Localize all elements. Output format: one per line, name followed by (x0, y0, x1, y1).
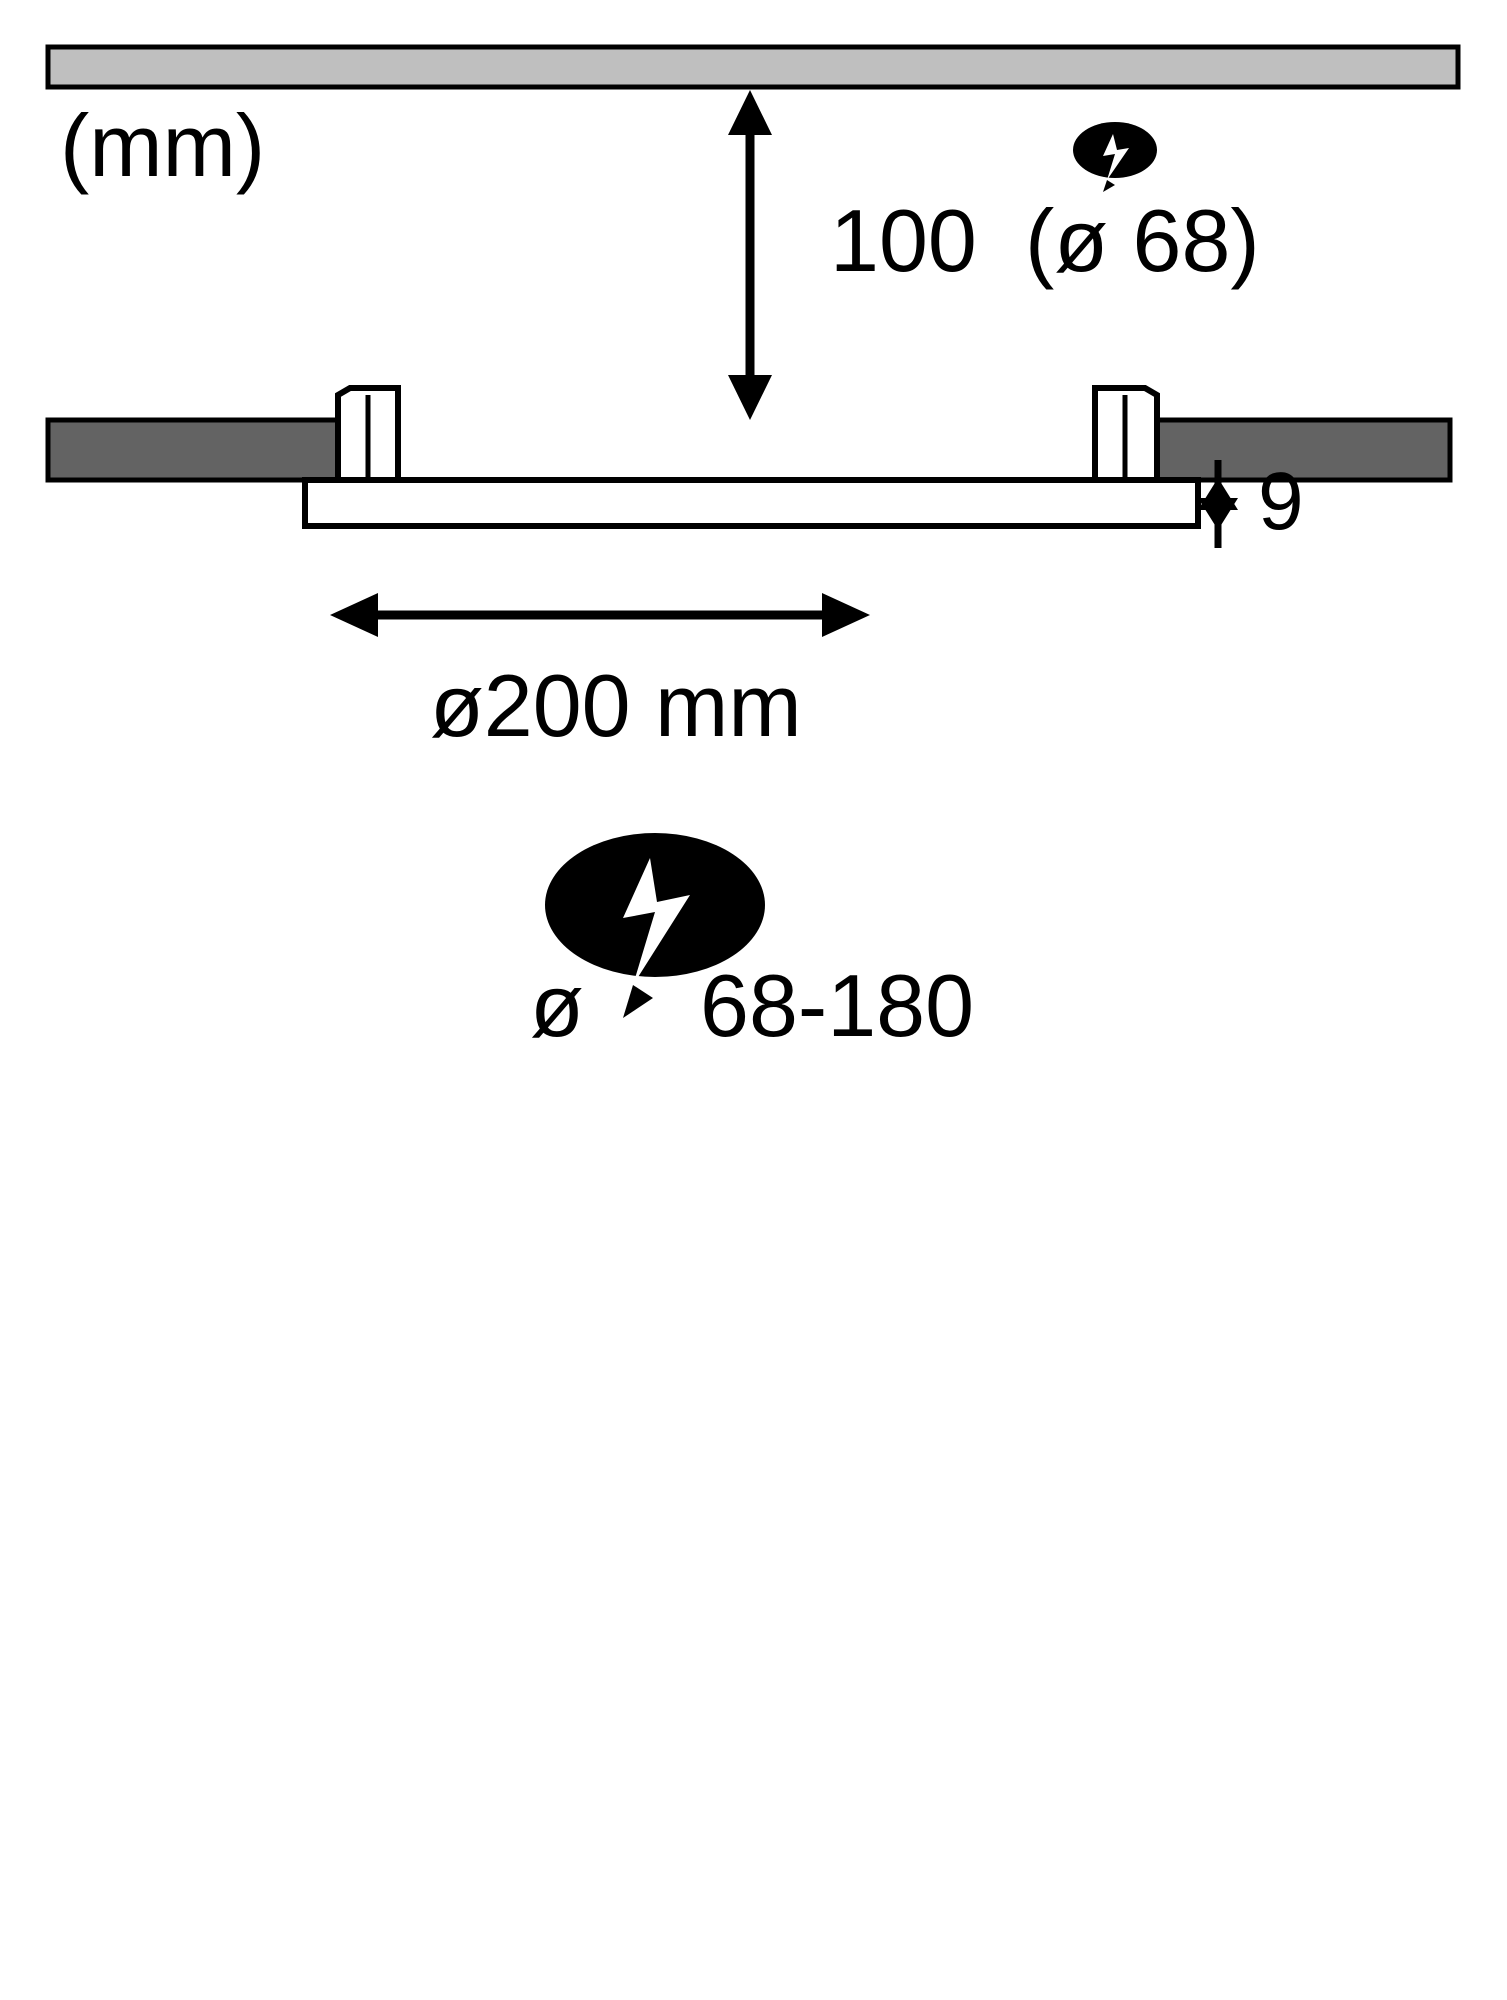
diagram-canvas: (mm) 100 (ø 68) 9 ø200 mm ø 68-180 (0, 0, 1507, 2000)
cutout-range-label: 68-180 (700, 955, 974, 1057)
recess-depth-label: 100 (830, 190, 977, 292)
depth-arrow (728, 90, 772, 420)
mount-left (48, 420, 338, 480)
drill-icon-small (1073, 122, 1157, 192)
units-label: (mm) (60, 95, 265, 197)
transformer-diameter-label: (ø 68) (1025, 190, 1260, 292)
fixture-thickness-label: 9 (1258, 455, 1304, 549)
fixture-body (305, 480, 1198, 526)
width-arrow (330, 593, 870, 637)
ceiling-bar (48, 47, 1458, 87)
cutout-symbol-label: ø (530, 955, 584, 1057)
fixture-diameter-label: ø200 mm (430, 655, 802, 757)
